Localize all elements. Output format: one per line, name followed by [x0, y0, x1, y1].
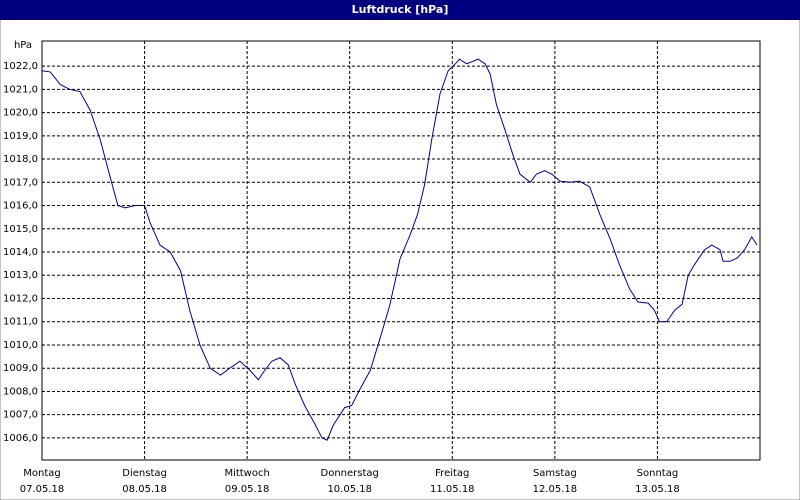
x-tick-sublabel: 13.05.18 [635, 484, 680, 495]
y-tick-label: 1015,0 [3, 224, 38, 235]
x-tick-label: Freitag [435, 468, 469, 479]
x-tick-sublabel: 11.05.18 [430, 484, 475, 495]
x-tick-label: Dienstag [122, 468, 167, 479]
x-tick-sublabel: 12.05.18 [533, 484, 578, 495]
title-bar [0, 0, 800, 20]
y-tick-label: 1008,0 [3, 386, 38, 397]
chart-title: Luftdruck [hPa] [352, 3, 449, 16]
x-tick-label: Donnerstag [321, 468, 379, 479]
x-tick-sublabel: 10.05.18 [327, 484, 372, 495]
y-axis-label: hPa [14, 40, 32, 51]
y-tick-label: 1007,0 [3, 410, 38, 421]
y-tick-label: 1022,0 [3, 61, 38, 72]
x-tick-sublabel: 09.05.18 [225, 484, 270, 495]
x-tick-label: Mittwoch [224, 468, 269, 479]
x-tick-sublabel: 08.05.18 [122, 484, 167, 495]
y-tick-label: 1021,0 [3, 84, 38, 95]
y-tick-label: 1011,0 [3, 317, 38, 328]
x-tick-sublabel: 07.05.18 [20, 484, 65, 495]
y-tick-label: 1018,0 [3, 154, 38, 165]
y-tick-label: 1012,0 [3, 293, 38, 304]
plot-area [41, 40, 761, 461]
y-tick-label: 1020,0 [3, 108, 38, 119]
y-tick-label: 1006,0 [3, 433, 38, 444]
y-tick-label: 1010,0 [3, 340, 38, 351]
x-tick-label: Samstag [533, 468, 577, 479]
y-tick-label: 1017,0 [3, 177, 38, 188]
x-tick-label: Sonntag [637, 468, 679, 479]
y-tick-label: 1019,0 [3, 131, 38, 142]
y-tick-label: 1014,0 [3, 247, 38, 258]
x-tick-label: Montag [23, 468, 60, 479]
y-tick-label: 1013,0 [3, 270, 38, 281]
y-tick-label: 1009,0 [3, 363, 38, 374]
data-line [41, 58, 758, 441]
y-tick-label: 1016,0 [3, 201, 38, 212]
